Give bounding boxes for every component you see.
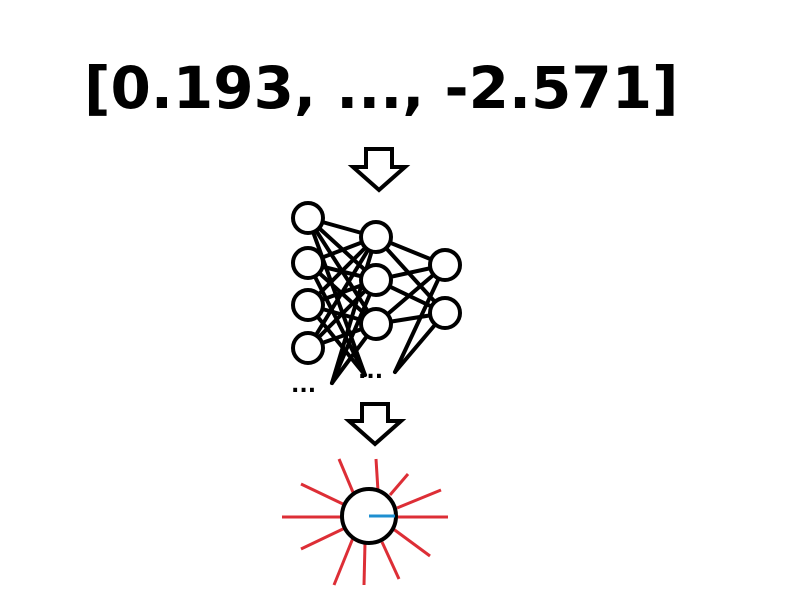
input-neuron: [291, 201, 325, 235]
hidden-layer-ellipsis: ...: [358, 359, 383, 384]
hidden-layer: [359, 220, 393, 341]
hidden-neuron: [359, 220, 393, 254]
input-neuron: [291, 288, 325, 322]
input-layer-ellipsis: ...: [291, 373, 316, 398]
input-neuron: [291, 246, 325, 280]
neural-network-icon: ... ...: [291, 201, 462, 398]
circle-with-rays-icon: [282, 458, 448, 586]
output-layer: [428, 248, 462, 330]
down-arrow-icon: [343, 402, 407, 447]
ray-lines: [282, 458, 448, 586]
down-arrow-icon: [347, 147, 411, 193]
output-neuron: [428, 248, 462, 282]
input-neuron: [291, 331, 325, 365]
input-vector-label: [0.193, ..., -2.571]: [84, 54, 679, 122]
input-layer: [291, 201, 325, 365]
output-neuron: [428, 296, 462, 330]
hidden-neuron: [359, 307, 393, 341]
hidden-neuron: [359, 263, 393, 297]
